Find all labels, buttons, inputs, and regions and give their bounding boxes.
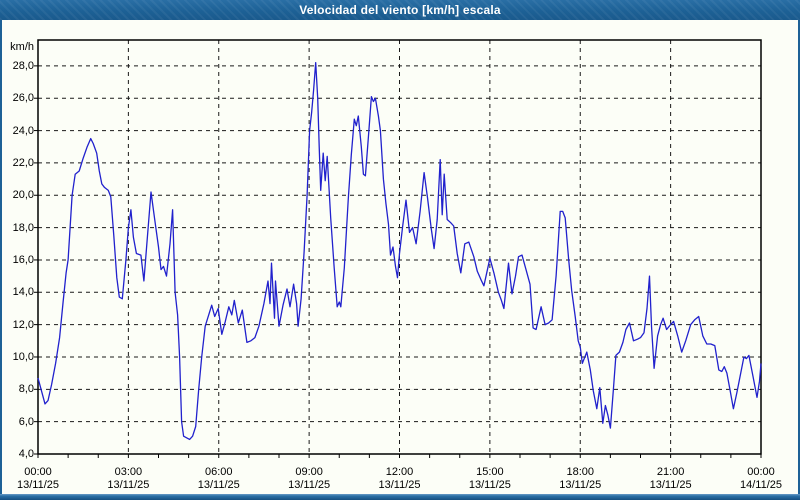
- x-axis-date-label: 13/11/25: [378, 479, 421, 491]
- x-axis-date-label: 13/11/25: [107, 479, 150, 491]
- x-axis-date-label: 13/11/25: [649, 479, 692, 491]
- x-axis-time-label: 12:00: [385, 466, 414, 478]
- title-bar: Velocidad del viento [km/h] escala: [0, 0, 800, 20]
- y-axis-label: 8,0: [18, 383, 34, 396]
- x-axis-date-label: 13/11/25: [468, 479, 511, 491]
- y-axis-label: 20,0: [12, 189, 34, 202]
- y-axis-label: 16,0: [12, 253, 34, 266]
- y-axis-label: 14,0: [12, 286, 34, 299]
- y-axis-label: 6,0: [18, 415, 34, 428]
- x-axis-time-label: 03:00: [114, 466, 143, 478]
- x-axis-time-label: 18:00: [566, 466, 595, 478]
- chart-title: Velocidad del viento [km/h] escala: [299, 3, 501, 17]
- x-axis-time-label: 06:00: [204, 466, 233, 478]
- window-border-right: [798, 20, 800, 494]
- x-axis-time-label: 09:00: [295, 466, 323, 478]
- y-axis-label: 10,0: [12, 350, 34, 363]
- y-axis-label: 4,0: [18, 448, 34, 460]
- y-axis-label: 18,0: [12, 221, 34, 234]
- y-axis-label: 24,0: [12, 124, 34, 137]
- x-axis-time-label: 00:00: [747, 466, 775, 478]
- y-axis-label: 22,0: [12, 156, 34, 169]
- x-axis-date-label: 13/11/25: [288, 479, 331, 491]
- x-axis-time-label: 15:00: [476, 466, 504, 478]
- window-border-left: [0, 20, 2, 494]
- window-border-bottom: [0, 494, 800, 500]
- x-axis-date-label: 13/11/25: [559, 479, 602, 491]
- x-axis-date-label: 13/11/25: [16, 479, 59, 491]
- y-axis-label: 26,0: [12, 92, 34, 105]
- x-axis-time-label: 00:00: [24, 466, 52, 478]
- x-axis-time-label: 21:00: [656, 466, 685, 478]
- y-axis-unit-label: km/h: [10, 41, 34, 53]
- y-axis-label: 12,0: [12, 318, 34, 331]
- wind-speed-line: [37, 61, 762, 441]
- x-axis-date-label: 14/11/25: [739, 479, 782, 491]
- y-axis-label: 28,0: [12, 59, 34, 72]
- x-axis-date-label: 13/11/25: [197, 479, 240, 491]
